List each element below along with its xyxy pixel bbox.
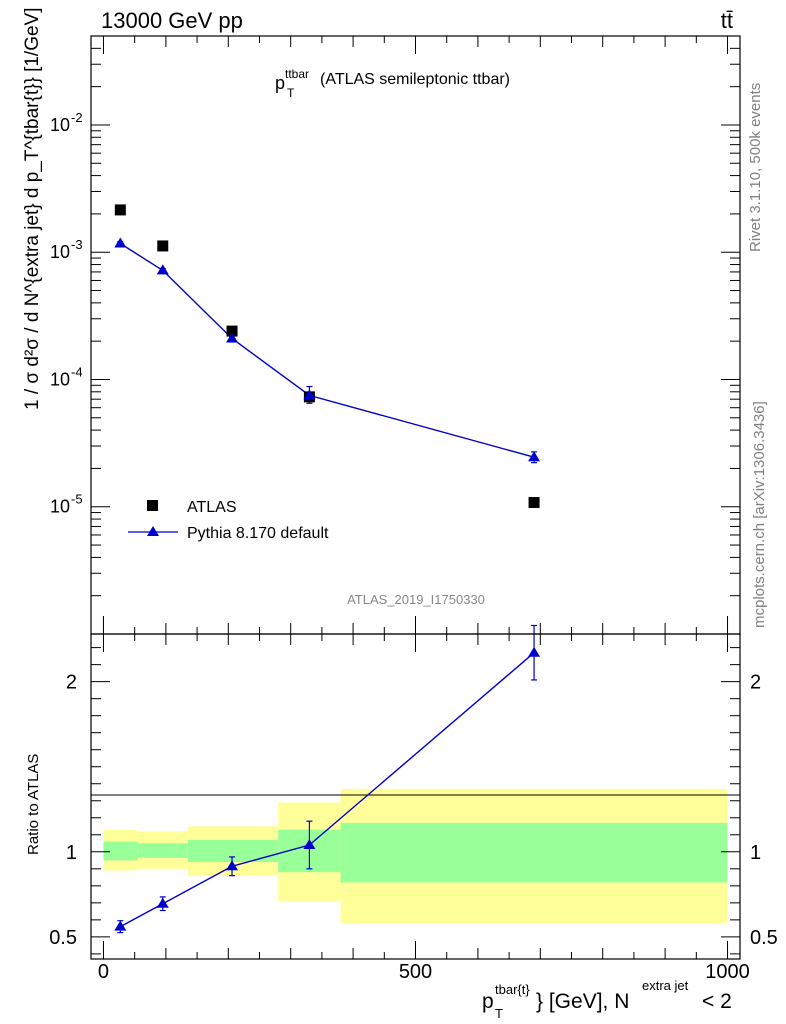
ratio-band-stat — [103, 841, 138, 861]
main-title-sub: T — [287, 86, 295, 100]
x-label-p-sub: T — [495, 1006, 503, 1021]
atlas-point — [114, 204, 126, 216]
ratio-x-tick-label: 500 — [399, 961, 432, 983]
pythia-series-line — [119, 242, 535, 458]
main-plot-area — [114, 204, 541, 508]
ratio-y-tick-label-right: 0.5 — [750, 927, 778, 949]
main-y-tick-label-exp: -5 — [71, 492, 83, 507]
main-y-tick-label: 10 — [50, 369, 70, 389]
main-frame — [90, 35, 741, 635]
x-axis-label: p tbar{t} T } [GeV], N extra jet < 2 — [482, 978, 732, 1021]
x-label-mid: } [GeV], N — [536, 990, 629, 1013]
main-panel: 10-210-310-410-5 pttbar T (ATLAS semilep… — [22, 7, 741, 635]
ratio-y-tick-label: 1 — [66, 842, 77, 864]
ratio-axis-ticks — [91, 634, 740, 959]
pythia-point — [156, 264, 169, 275]
main-y-tick-label: 10 — [50, 242, 70, 262]
x-label-n-sup: extra jet — [642, 978, 689, 993]
process-label: tt̄ — [721, 8, 733, 33]
ratio-band-stat — [187, 839, 279, 863]
ratio-frame — [90, 633, 741, 960]
pythia-point — [528, 451, 541, 462]
x-label-p: p — [482, 990, 494, 1013]
ratio-point — [226, 860, 239, 871]
legend-atlas-marker — [147, 500, 158, 511]
ratio-uncertainty-bands — [103, 788, 728, 924]
rivet-label: Rivet 3.1.10, 500k events — [747, 83, 764, 252]
ratio-x-tick-label: 0 — [98, 961, 109, 983]
main-y-axis-label: 1 / σ d²σ / d N^{extra jet} d p_T^{tbar{… — [22, 7, 43, 410]
atlas-point — [157, 240, 169, 252]
x-label-end: < 2 — [702, 990, 732, 1013]
main-axis-ticks — [91, 35, 740, 635]
main-title-sup: ttbar — [285, 67, 309, 81]
energy-label: 13000 GeV pp — [101, 8, 243, 33]
main-y-tick-label-exp: -2 — [71, 110, 83, 125]
pythia-point — [303, 389, 316, 400]
ratio-y-tick-label: 0.5 — [49, 927, 77, 949]
legend-atlas-label: ATLAS — [187, 499, 237, 516]
mcplots-label: mcplots.cern.ch [arXiv:1306.3436] — [751, 401, 768, 628]
ratio-y-tick-label-right: 1 — [750, 842, 761, 864]
x-label-p-sup: tbar{t} — [495, 982, 530, 997]
main-title-rest: (ATLAS semileptonic ttbar) — [320, 71, 510, 88]
ratio-plot-area — [114, 624, 541, 934]
ratio-y-axis-label: Ratio to ATLAS — [25, 754, 42, 855]
ratio-panel: 2 2 1 1 0.5 0.5 0 500 1000 Ratio to ATLAS p tbar… — [25, 624, 778, 1021]
legend: ATLAS Pythia 8.170 default — [128, 499, 329, 542]
ratio-y-tick-label-right: 2 — [750, 672, 761, 694]
main-y-tick-labels: 10-210-310-410-5 — [50, 110, 83, 517]
ratio-tick-labels: 2 2 1 1 0.5 0.5 0 500 1000 — [49, 672, 778, 983]
ratio-band-stat — [137, 843, 188, 858]
main-y-tick-label-exp: -3 — [71, 237, 83, 252]
atlas-point — [528, 496, 540, 508]
ratio-point — [114, 920, 127, 931]
ratio-band-stat — [340, 822, 728, 883]
pythia-point — [226, 332, 239, 343]
legend-pythia-marker — [147, 526, 159, 536]
ratio-point — [303, 838, 316, 849]
main-y-tick-label: 10 — [50, 497, 70, 517]
main-y-tick-label: 10 — [50, 115, 70, 135]
ratio-x-tick-label: 1000 — [705, 961, 750, 983]
main-title: pttbar — [275, 67, 309, 93]
ratio-point — [156, 897, 169, 908]
ratio-point — [528, 646, 541, 657]
legend-pythia-label: Pythia 8.170 default — [187, 525, 329, 542]
ratio-y-tick-label: 2 — [66, 672, 77, 694]
analysis-id: ATLAS_2019_I1750330 — [347, 592, 485, 607]
pythia-point — [114, 237, 127, 248]
atlas-point — [226, 325, 238, 337]
main-y-tick-label-exp: -4 — [71, 364, 83, 379]
main-title-p: p — [275, 73, 285, 93]
